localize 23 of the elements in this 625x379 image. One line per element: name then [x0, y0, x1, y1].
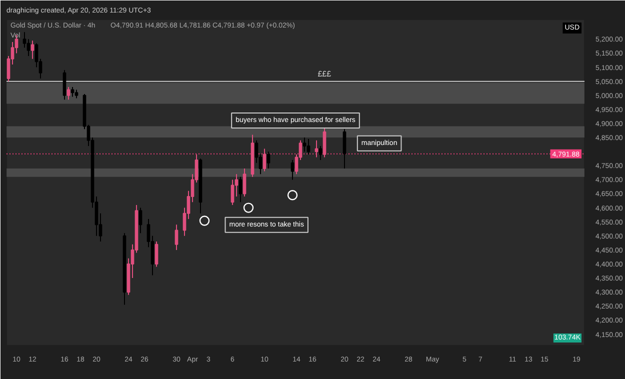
candlestick [262, 148, 266, 172]
candlestick [174, 224, 178, 250]
candlestick [302, 137, 306, 152]
candlestick [290, 160, 294, 180]
candlestick [30, 40, 34, 60]
candlestick [322, 126, 326, 158]
point [199, 216, 210, 226]
candlestick [306, 138, 310, 155]
candlestick [318, 145, 322, 161]
candlestick [138, 207, 142, 234]
candlestick [342, 128, 346, 169]
candlestick [62, 70, 66, 100]
candlestick [238, 176, 242, 203]
candlestick [154, 241, 158, 268]
candlestick [230, 179, 234, 206]
ref-line-label: £££ [318, 69, 332, 78]
candlestick [266, 151, 270, 169]
point [243, 202, 254, 213]
candlestick [242, 168, 246, 198]
point [287, 190, 298, 200]
candlestick [66, 86, 70, 100]
candlestick [26, 38, 30, 57]
candlestick [22, 32, 26, 48]
